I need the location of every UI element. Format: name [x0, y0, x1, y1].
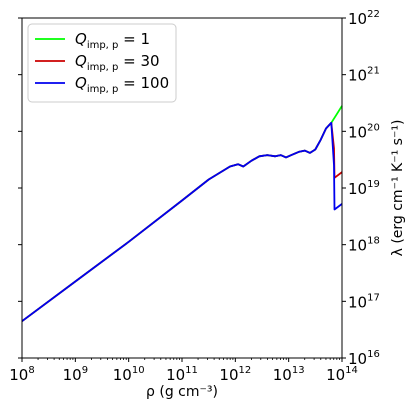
x-tick-label: 1011	[166, 365, 198, 384]
y-axis-title: λ (erg cm⁻¹ K⁻¹ s⁻¹)	[390, 120, 406, 257]
x-tick-label: 108	[9, 365, 34, 384]
series-line-3	[21, 121, 343, 322]
y-tick-label: 1022	[348, 9, 380, 28]
legend-label-3: Qimp, p = 100	[75, 74, 169, 95]
x-tick-label: 1014	[326, 365, 358, 384]
y-tick-label: 1016	[348, 349, 380, 368]
x-axis-title: ρ (g cm⁻³)	[146, 384, 218, 400]
y-tick-label: 1018	[348, 236, 380, 255]
y-tick-label: 1020	[348, 122, 380, 141]
y-tick-label: 1017	[348, 292, 380, 311]
x-tick-label: 1010	[113, 365, 145, 384]
x-tick-label: 1012	[219, 365, 251, 384]
x-tick-label: 1013	[273, 365, 305, 384]
x-tick-label: 109	[63, 365, 88, 384]
legend-label-2: Qimp, p = 30	[75, 52, 160, 73]
y-tick-label: 1019	[348, 179, 380, 198]
legend-label-1: Qimp, p = 1	[75, 30, 150, 51]
series-layer	[21, 105, 343, 322]
y-tick-label: 1021	[348, 66, 380, 85]
